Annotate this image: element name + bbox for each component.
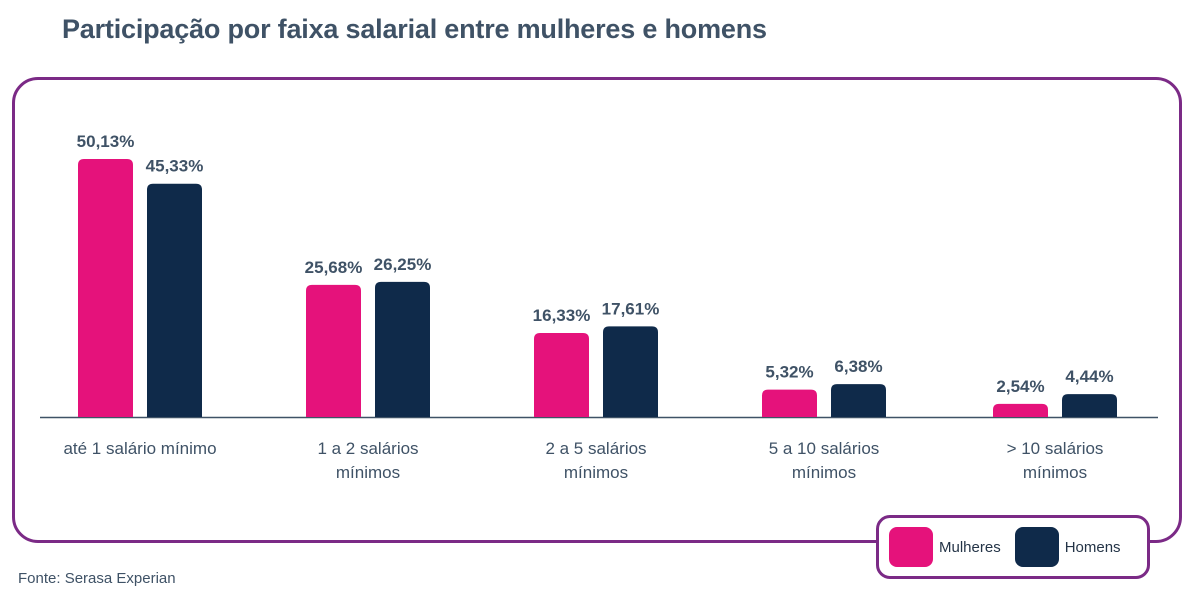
category-label-4-1: mínimos	[1023, 463, 1087, 482]
bar-mulheres-0	[78, 159, 133, 417]
bar-mulheres-3	[762, 389, 817, 417]
legend-swatch-homens	[1014, 527, 1059, 567]
category-label-4-0: > 10 salários	[1007, 439, 1104, 458]
bar-homens-2	[603, 326, 658, 417]
data-label-homens-3: 6,38%	[834, 357, 882, 376]
bar-mulheres-4	[993, 403, 1048, 417]
chart-frame	[12, 77, 1182, 543]
legend-label-homens: Homens	[1064, 538, 1121, 556]
data-label-homens-2: 17,61%	[602, 299, 660, 318]
source-note: Fonte: Serasa Experian	[18, 570, 176, 587]
legend: Mulheres Homens	[876, 515, 1150, 579]
bar-mulheres-1	[306, 284, 361, 417]
data-label-mulheres-2: 16,33%	[533, 306, 591, 325]
data-label-homens-4: 4,44%	[1065, 367, 1113, 386]
data-label-homens-0: 45,33%	[146, 157, 204, 176]
data-label-mulheres-4: 2,54%	[996, 377, 1044, 396]
category-label-1-0: 1 a 2 salários	[317, 439, 418, 458]
legend-swatch-mulheres	[889, 527, 933, 567]
bar-mulheres-2	[534, 332, 589, 417]
data-label-mulheres-1: 25,68%	[305, 258, 363, 277]
legend-label-mulheres: Mulheres	[939, 538, 1001, 556]
bar-homens-3	[831, 384, 886, 417]
bar-homens-1	[375, 281, 430, 417]
category-label-3-0: 5 a 10 salários	[769, 439, 880, 458]
category-label-1-1: mínimos	[336, 463, 400, 482]
legend-item-homens: Homens	[1014, 527, 1121, 567]
category-label-2-0: 2 a 5 salários	[545, 439, 646, 458]
bar-homens-0	[147, 183, 202, 417]
category-label-2-1: mínimos	[564, 463, 628, 482]
chart-title: Participação por faixa salarial entre mu…	[62, 14, 767, 44]
legend-item-mulheres: Mulheres	[889, 527, 1001, 567]
data-label-homens-1: 26,25%	[374, 255, 432, 274]
category-label-0-0: até 1 salário mínimo	[63, 439, 216, 458]
data-label-mulheres-3: 5,32%	[765, 363, 813, 382]
category-label-3-1: mínimos	[792, 463, 856, 482]
bar-homens-4	[1062, 394, 1117, 417]
data-label-mulheres-0: 50,13%	[77, 132, 135, 151]
